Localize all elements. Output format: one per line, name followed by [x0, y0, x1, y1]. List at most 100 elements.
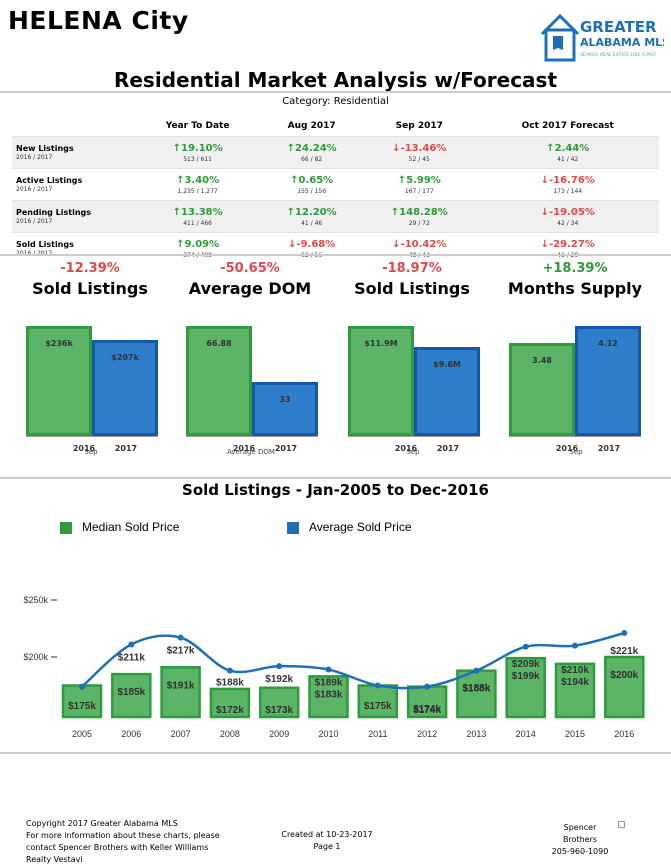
stat-cell: ↑2.44% 41 / 42 [476, 136, 659, 169]
bar-value-label: $11.9M [364, 339, 398, 348]
panel-change-percent: -12.39% [60, 261, 120, 276]
page-number: Page 1 [313, 842, 341, 851]
panel-bar [509, 343, 575, 436]
change-percent: ↑2.44% [477, 143, 658, 154]
bar-year-label: 2017 [436, 444, 460, 453]
row-name: Sold Listings [16, 240, 74, 249]
panel-title: Sold Listings [32, 279, 148, 298]
row-years: 2016 / 2017 [16, 154, 53, 161]
percent-value: -29.27% [549, 238, 595, 250]
stat-cell: ↓-9.68%62 / 56 [261, 232, 363, 264]
stat-cell: ↑148.28% 29 / 72 [362, 200, 477, 233]
average-price-point [621, 630, 628, 637]
bar-year-label: 2017 [114, 444, 138, 453]
row-label-cell: Active Listings 2016 / 2017 [12, 168, 134, 201]
stat-cell: ↑24.24% 66 / 82 [261, 136, 363, 169]
legend-label: Median Sold Price [82, 520, 180, 534]
longterm-chart-title: Sold Listings - Jan-2005 to Dec-2016 [182, 481, 489, 499]
stat-cell: ↓-10.42%48 / 43 [362, 232, 477, 264]
change-percent: ↑13.38% [135, 207, 260, 218]
arrow-down-icon: ↓ [392, 238, 401, 250]
average-price-label: $174k [413, 704, 441, 715]
average-price-point [424, 683, 431, 690]
average-price-label: $211k [118, 652, 146, 663]
percent-value: -10.42% [400, 238, 447, 250]
row-name: New Listings [16, 144, 74, 153]
stat-cell: ↑3.40% 1,235 / 1,277 [134, 168, 262, 201]
svg-text:SEARCH REAL ESTATE LIKE A PRO: SEARCH REAL ESTATE LIKE A PRO [580, 52, 656, 58]
bar-year-label: 2016 [555, 444, 579, 453]
median-price-label: $188k [462, 684, 490, 695]
bar-value-label: 4.12 [598, 339, 618, 348]
arrow-up-icon: ↑ [290, 174, 299, 186]
count-pair: 155 / 156 [297, 187, 327, 195]
percent-value: 2.44% [554, 142, 590, 154]
panel-bar [252, 382, 318, 436]
bar-year-label: 2016 [394, 444, 418, 453]
stat-cell: ↑5.99% 167 / 177 [362, 168, 477, 201]
median-price-label: $174k [413, 705, 441, 716]
change-percent: ↑0.65% [262, 175, 361, 186]
bar-value-label: 33 [279, 395, 291, 404]
count-pair: 66 / 82 [301, 155, 323, 163]
x-axis-year-label: 2010 [318, 729, 338, 739]
average-price-point [325, 666, 332, 673]
row-label-cell: New Listings 2016 / 2017 [12, 136, 134, 169]
arrow-up-icon: ↑ [286, 206, 296, 218]
average-price-point [79, 683, 85, 690]
svg-text:ALABAMA MLS: ALABAMA MLS [580, 36, 664, 49]
average-price-point [226, 667, 233, 674]
change-percent: ↓-19.05% [477, 207, 658, 218]
row-years: 2016 / 2017 [16, 250, 133, 257]
greater-alabama-mls-logo: GREATER ALABAMA MLS SEARCH REAL ESTATE L… [540, 13, 664, 62]
agent-phone: 205-960-1090 [551, 847, 609, 856]
median-price-bar [406, 685, 448, 719]
average-price-point [374, 682, 381, 689]
count-pair: 173 / 144 [553, 187, 583, 195]
x-axis-year-label: 2006 [121, 729, 141, 739]
comparison-panel: -18.97% Sold Listings $11.9M 2016 $9.6M 2017 S… [332, 258, 492, 458]
percent-value: 13.38% [180, 206, 223, 218]
y-tick-label: $250k [23, 595, 48, 605]
count-pair: 513 / 611 [183, 155, 212, 163]
bar-value-label: 3.48 [532, 356, 552, 365]
median-price-bar [505, 656, 546, 719]
legend-swatch-green [60, 521, 72, 534]
percent-value: -13.46% [400, 142, 447, 154]
count-pair: 411 / 466 [183, 219, 212, 227]
col-header: Year To Date [165, 121, 230, 131]
info-text-3: Realty Vestavi [26, 855, 83, 864]
header-blank [12, 116, 134, 137]
average-price-label: $192k [265, 674, 293, 685]
change-percent: ↑3.40% [135, 175, 260, 186]
arrow-down-icon: ↓ [540, 174, 549, 186]
info-text-1: For more information about these charts,… [26, 831, 220, 840]
footer-left: Copyright 2017 Greater Alabama MLS For m… [26, 818, 236, 866]
average-price-point [276, 663, 283, 670]
panel-axis-label: Sep [406, 448, 420, 456]
average-price-point [473, 667, 480, 674]
change-percent: ↓-16.76% [477, 175, 658, 186]
percent-value: 148.28% [399, 206, 448, 218]
title-divider [0, 91, 671, 93]
panel-axis-label: Average DOM [227, 448, 275, 456]
median-price-bar [456, 669, 497, 719]
median-price-label: $185k [117, 687, 145, 698]
average-price-label: $221k [610, 646, 638, 657]
x-axis-year-label: 2007 [171, 729, 191, 739]
panel-bar [186, 326, 252, 436]
median-price-bar [61, 684, 103, 719]
row-years: 2016 / 2017 [16, 218, 53, 225]
x-axis-year-label: 2011 [368, 729, 387, 739]
city-title: HELENA City [8, 6, 189, 35]
row-label-cell: Pending Listings 2016 / 2017 [12, 200, 134, 233]
stat-cell: ↓-19.05% 42 / 34 [476, 200, 659, 233]
x-axis-year-label: 2015 [565, 729, 585, 739]
legend-label: Average Sold Price [309, 520, 412, 534]
footer-center: Created at 10-23-2017 Page 1 [268, 829, 386, 853]
bar-year-label: 2017 [274, 444, 298, 453]
svg-text:GREATER: GREATER [580, 18, 657, 36]
average-price-line [81, 631, 625, 690]
average-price-label: $189k [315, 677, 343, 688]
bar-value-label: $207k [111, 353, 139, 362]
